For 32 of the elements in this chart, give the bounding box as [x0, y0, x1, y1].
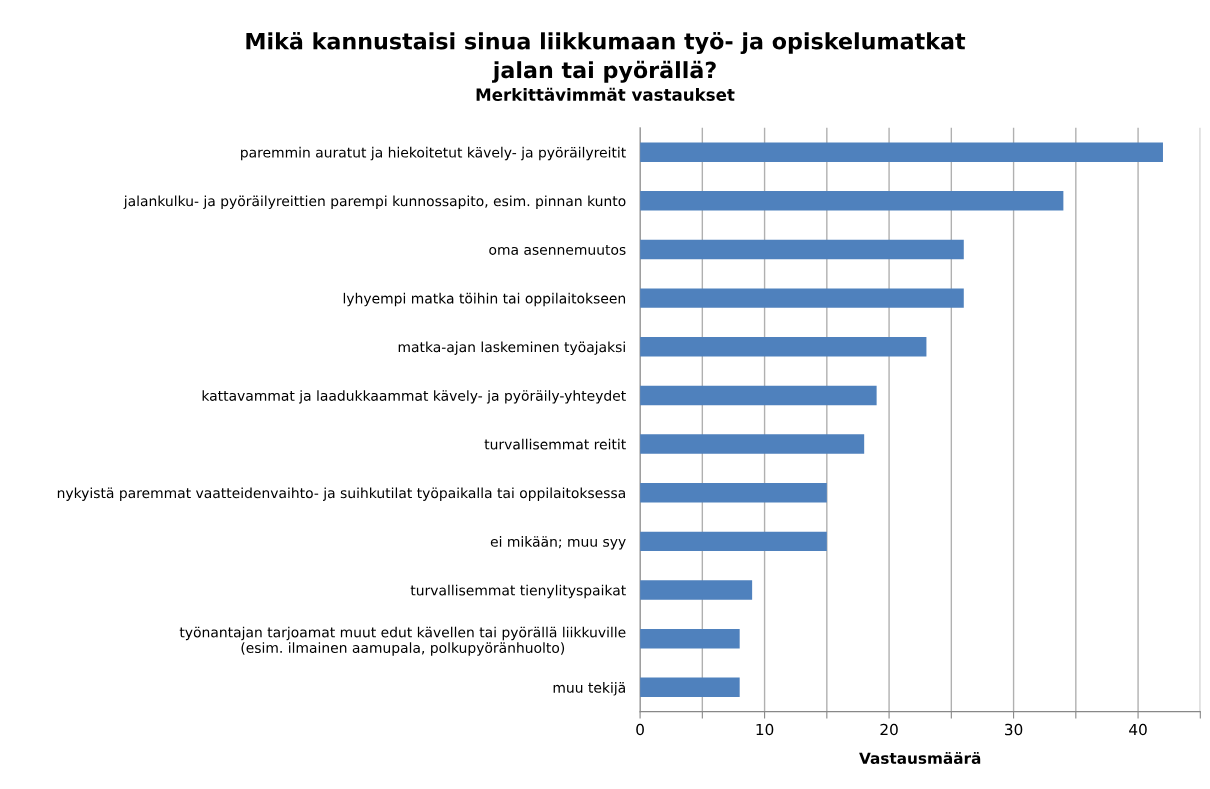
- bar: [640, 628, 740, 649]
- bar: [640, 239, 964, 260]
- x-axis-title: Vastausmäärä: [859, 751, 981, 764]
- bar: [640, 288, 964, 308]
- bar: [640, 531, 827, 552]
- y-tick-label: muu tekijä: [553, 682, 625, 696]
- chart-title: Mikä kannustaisi sinua liikkumaan työ- ja opiskelumatkat jalan tai pyörällä?: [246, 31, 966, 83]
- x-tick-label: 40: [1129, 723, 1147, 736]
- x-tick-label: 30: [1005, 723, 1023, 736]
- bar: [640, 483, 827, 503]
- y-tick-label: kattavammat ja laadukkaammat kävely- ja pyöräily-yhteydet: [202, 390, 626, 404]
- chart-subtitle: Merkittävimmät vastaukset: [476, 87, 735, 101]
- y-tick-label: oma asennemuutos: [489, 244, 626, 255]
- x-tick-label: 20: [880, 723, 898, 736]
- bar: [640, 337, 927, 357]
- y-tick-label: jalankulku- ja pyöräilyreittien parempi kunnossapito, esim. pinnan kunto: [123, 195, 626, 209]
- y-tick-label: ei mikään; muu syy: [490, 536, 626, 550]
- y-tick-label: lyhyempi matka töihin tai oppilaitokseen: [343, 292, 626, 307]
- y-tick-label: nykyistä paremmat vaatteidenvaihto- ja suihkutilat työpaikalla tai oppilaitoksessa: [57, 487, 625, 501]
- y-tick-label: turvallisemmat reitit: [484, 438, 626, 450]
- y-tick-label: työnantajan tarjoamat muut edut kävellen tai pyörällä liikkuville (esim. ilmainen aamupala, polkupyöränhuolto): [179, 626, 626, 656]
- bar: [640, 385, 877, 406]
- y-tick-label: turvallisemmat tienylityspaikat: [410, 584, 626, 599]
- bar: [640, 434, 865, 454]
- x-tick-label: 10: [756, 723, 774, 736]
- bar: [640, 677, 740, 698]
- y-tick-label: matka-ajan laskeminen työajaksi: [398, 341, 625, 355]
- x-tick-label: 0: [636, 723, 644, 736]
- bar: [640, 580, 753, 600]
- y-tick-label: paremmin auratut ja hiekoitetut kävely- ja pyöräilyreitit: [241, 146, 626, 161]
- bar: [640, 191, 1064, 211]
- bar: [640, 142, 1163, 162]
